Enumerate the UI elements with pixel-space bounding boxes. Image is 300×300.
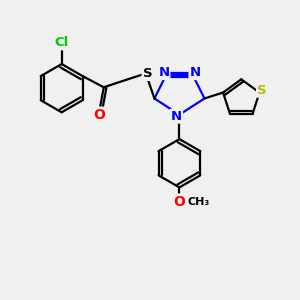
Text: N: N xyxy=(190,66,201,79)
Text: S: S xyxy=(142,67,152,80)
Text: N: N xyxy=(171,110,182,123)
Text: O: O xyxy=(173,194,185,208)
Text: N: N xyxy=(158,66,169,79)
Text: S: S xyxy=(257,84,267,97)
Text: Cl: Cl xyxy=(55,36,69,49)
Text: O: O xyxy=(94,108,106,122)
Text: CH₃: CH₃ xyxy=(188,196,210,206)
